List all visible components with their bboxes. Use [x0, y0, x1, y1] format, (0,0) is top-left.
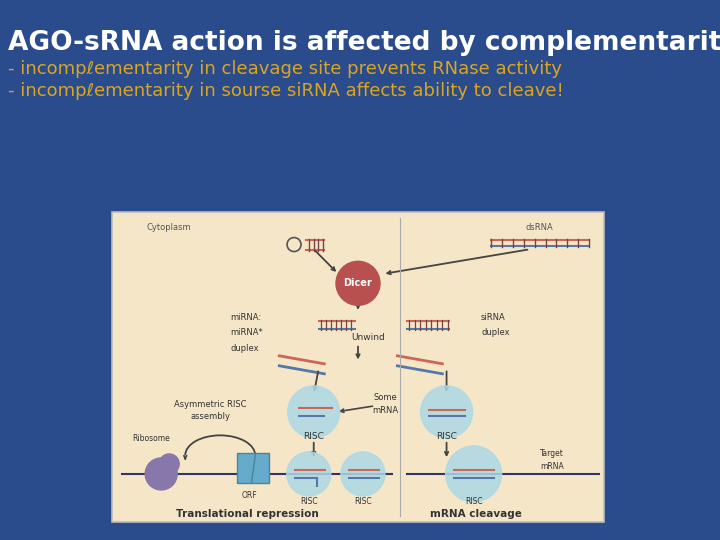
- Text: RISC: RISC: [303, 432, 324, 441]
- Text: RISC: RISC: [300, 497, 318, 507]
- Text: AGO-sRNA action is affected by complementarity: AGO-sRNA action is affected by complemen…: [8, 30, 720, 56]
- FancyBboxPatch shape: [238, 453, 269, 483]
- Text: dsRNA: dsRNA: [526, 223, 553, 232]
- FancyBboxPatch shape: [112, 212, 604, 522]
- Text: mRNA: mRNA: [372, 406, 398, 415]
- Text: miRNA:: miRNA:: [230, 313, 261, 322]
- Text: Translational repression: Translational repression: [176, 509, 319, 519]
- Text: - incompℓementarity in sourse siRNA affects ability to cleave!: - incompℓementarity in sourse siRNA affe…: [8, 82, 564, 100]
- Text: Cytoplasm: Cytoplasm: [146, 223, 191, 232]
- Circle shape: [446, 446, 502, 502]
- Text: Ribosome: Ribosome: [132, 434, 170, 443]
- Text: ORF: ORF: [242, 491, 258, 500]
- Text: RISC: RISC: [465, 497, 482, 507]
- Text: - incompℓementarity in cleavage site prevents RNase activity: - incompℓementarity in cleavage site pre…: [8, 60, 562, 78]
- Circle shape: [159, 454, 179, 474]
- Text: Some: Some: [373, 394, 397, 402]
- Text: duplex: duplex: [481, 328, 510, 338]
- Circle shape: [336, 261, 380, 305]
- Text: Asymmetric RISC: Asymmetric RISC: [174, 400, 247, 409]
- Text: RISC: RISC: [354, 497, 372, 507]
- Text: Target: Target: [541, 449, 564, 458]
- Text: assembly: assembly: [190, 412, 230, 421]
- Text: mRNA cleavage: mRNA cleavage: [430, 509, 522, 519]
- Text: Dicer: Dicer: [343, 278, 372, 288]
- Circle shape: [420, 386, 472, 438]
- Text: Unwind: Unwind: [351, 333, 384, 342]
- Text: miRNA*: miRNA*: [230, 328, 263, 338]
- Circle shape: [341, 452, 385, 496]
- Circle shape: [145, 458, 177, 490]
- Circle shape: [287, 452, 330, 496]
- Text: duplex: duplex: [230, 344, 258, 353]
- Text: RISC: RISC: [436, 432, 457, 441]
- Text: siRNA: siRNA: [481, 313, 505, 322]
- Text: mRNA: mRNA: [541, 462, 564, 471]
- Circle shape: [288, 386, 340, 438]
